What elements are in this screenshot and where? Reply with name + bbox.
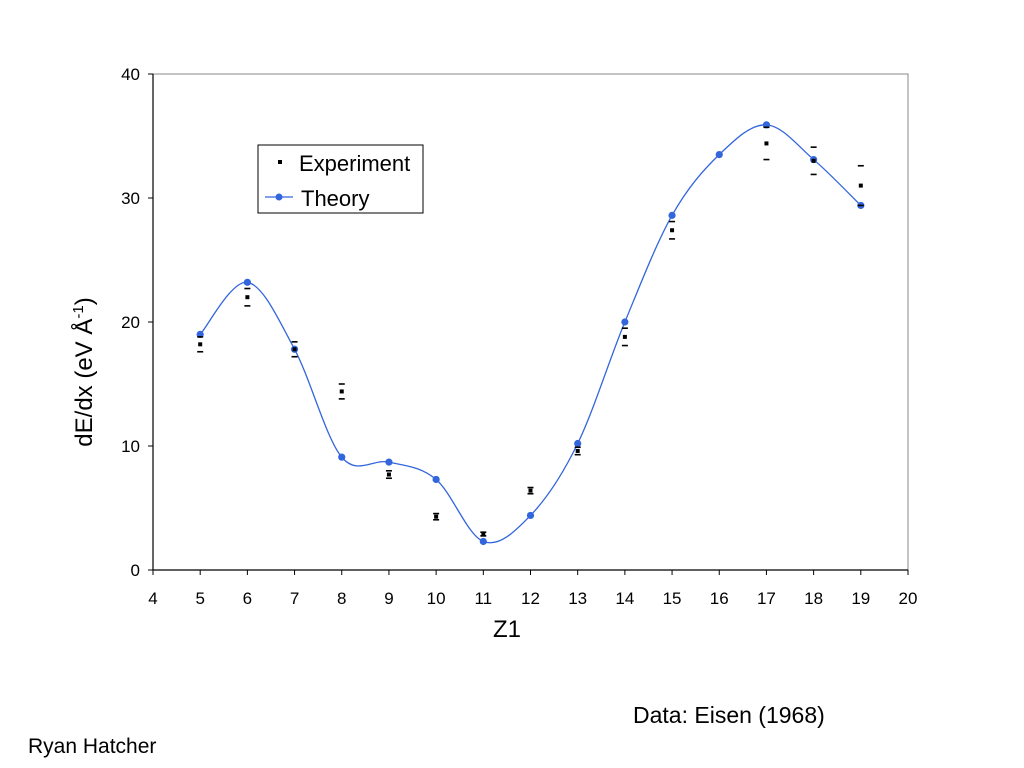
- y-tick-label: 0: [131, 561, 140, 580]
- experiment-marker: [764, 141, 769, 146]
- x-tick-label: 9: [384, 589, 393, 608]
- x-tick-label: 12: [521, 589, 540, 608]
- x-tick-label: 7: [290, 589, 299, 608]
- experiment-marker: [670, 228, 675, 233]
- legend-experiment-marker: [278, 160, 282, 164]
- x-tick-label: 8: [337, 589, 346, 608]
- experiment-point: [669, 220, 676, 240]
- x-tick-label: 13: [568, 589, 587, 608]
- legend-theory-marker: [275, 193, 283, 201]
- theory-point: [526, 511, 535, 520]
- experiment-point: [291, 341, 298, 358]
- x-tick-label: 20: [899, 589, 918, 608]
- y-axis-title-superscript: -1: [70, 305, 87, 318]
- theory-point: [621, 318, 629, 326]
- theory-point: [574, 439, 582, 448]
- y-tick-label: 10: [121, 437, 140, 456]
- experiment-marker: [292, 347, 297, 352]
- x-tick-label: 14: [615, 589, 634, 608]
- x-tick-label: 11: [474, 589, 492, 608]
- y-ticks: 0 10 20 30 40: [121, 65, 153, 580]
- y-axis-title-main: dE/dx (eV Å: [70, 319, 98, 447]
- legend-theory-label: Theory: [301, 186, 369, 211]
- y-axis-title-close: ): [71, 297, 98, 305]
- experiment-marker: [339, 389, 344, 394]
- experiment-marker: [198, 342, 203, 347]
- x-tick-label: 17: [757, 589, 776, 608]
- x-ticks: 4 5 6 7 8 9 10 11 12 13 14 15 16 17 18 19 20: [148, 570, 917, 608]
- x-axis-title: Z1: [493, 616, 521, 643]
- theory-series: [196, 121, 865, 546]
- experiment-marker: [811, 158, 816, 163]
- experiment-point: [244, 287, 251, 307]
- y-tick-label: 40: [121, 65, 140, 84]
- experiment-marker: [575, 448, 580, 453]
- x-tick-label: 15: [663, 589, 682, 608]
- experiment-point: [621, 327, 628, 347]
- experiment-marker: [622, 334, 627, 339]
- theory-point: [243, 278, 251, 286]
- experiment-point: [480, 531, 487, 537]
- experiment-marker: [858, 183, 863, 188]
- y-axis-title: dE/dx (eV Å-1): [70, 297, 98, 446]
- experiment-marker: [528, 488, 533, 493]
- theory-point: [338, 453, 346, 461]
- experiment-point: [338, 383, 345, 400]
- x-tick-label: 5: [195, 589, 204, 608]
- theory-point: [432, 475, 440, 484]
- y-tick-label: 30: [121, 189, 140, 208]
- chart: 4 5 6 7 8 9 10 11 12 13 14 15 16 17 18 19 20 0 10 20 30 40 Z…: [70, 65, 917, 643]
- theory-point: [668, 211, 676, 219]
- experiment-point: [433, 512, 440, 521]
- x-tick-label: 10: [427, 589, 446, 608]
- experiment-marker: [481, 532, 486, 537]
- theory-point: [479, 537, 487, 546]
- x-tick-label: 19: [851, 589, 870, 608]
- experiment-series: [197, 126, 864, 537]
- experiment-point: [385, 469, 392, 480]
- experiment-marker: [434, 514, 439, 519]
- x-tick-label: 6: [243, 589, 252, 608]
- x-tick-label: 4: [148, 589, 157, 608]
- legend-experiment-label: Experiment: [299, 151, 410, 176]
- x-tick-label: 16: [710, 589, 729, 608]
- theory-point: [715, 151, 723, 159]
- experiment-marker: [386, 472, 391, 477]
- experiment-point: [197, 336, 204, 353]
- author-credit: Ryan Hatcher: [28, 735, 157, 758]
- experiment-point: [810, 146, 817, 176]
- y-tick-label: 20: [121, 313, 140, 332]
- legend-box: [257, 144, 424, 214]
- theory-point: [385, 458, 393, 466]
- data-source-note: Data: Eisen (1968): [633, 702, 825, 728]
- experiment-point: [574, 446, 581, 456]
- legend: Experiment Theory: [257, 144, 424, 214]
- experiment-marker: [245, 295, 250, 300]
- experiment-point: [763, 126, 770, 161]
- experiment-point: [857, 164, 864, 207]
- x-tick-label: 18: [804, 589, 823, 608]
- experiment-point: [527, 486, 534, 495]
